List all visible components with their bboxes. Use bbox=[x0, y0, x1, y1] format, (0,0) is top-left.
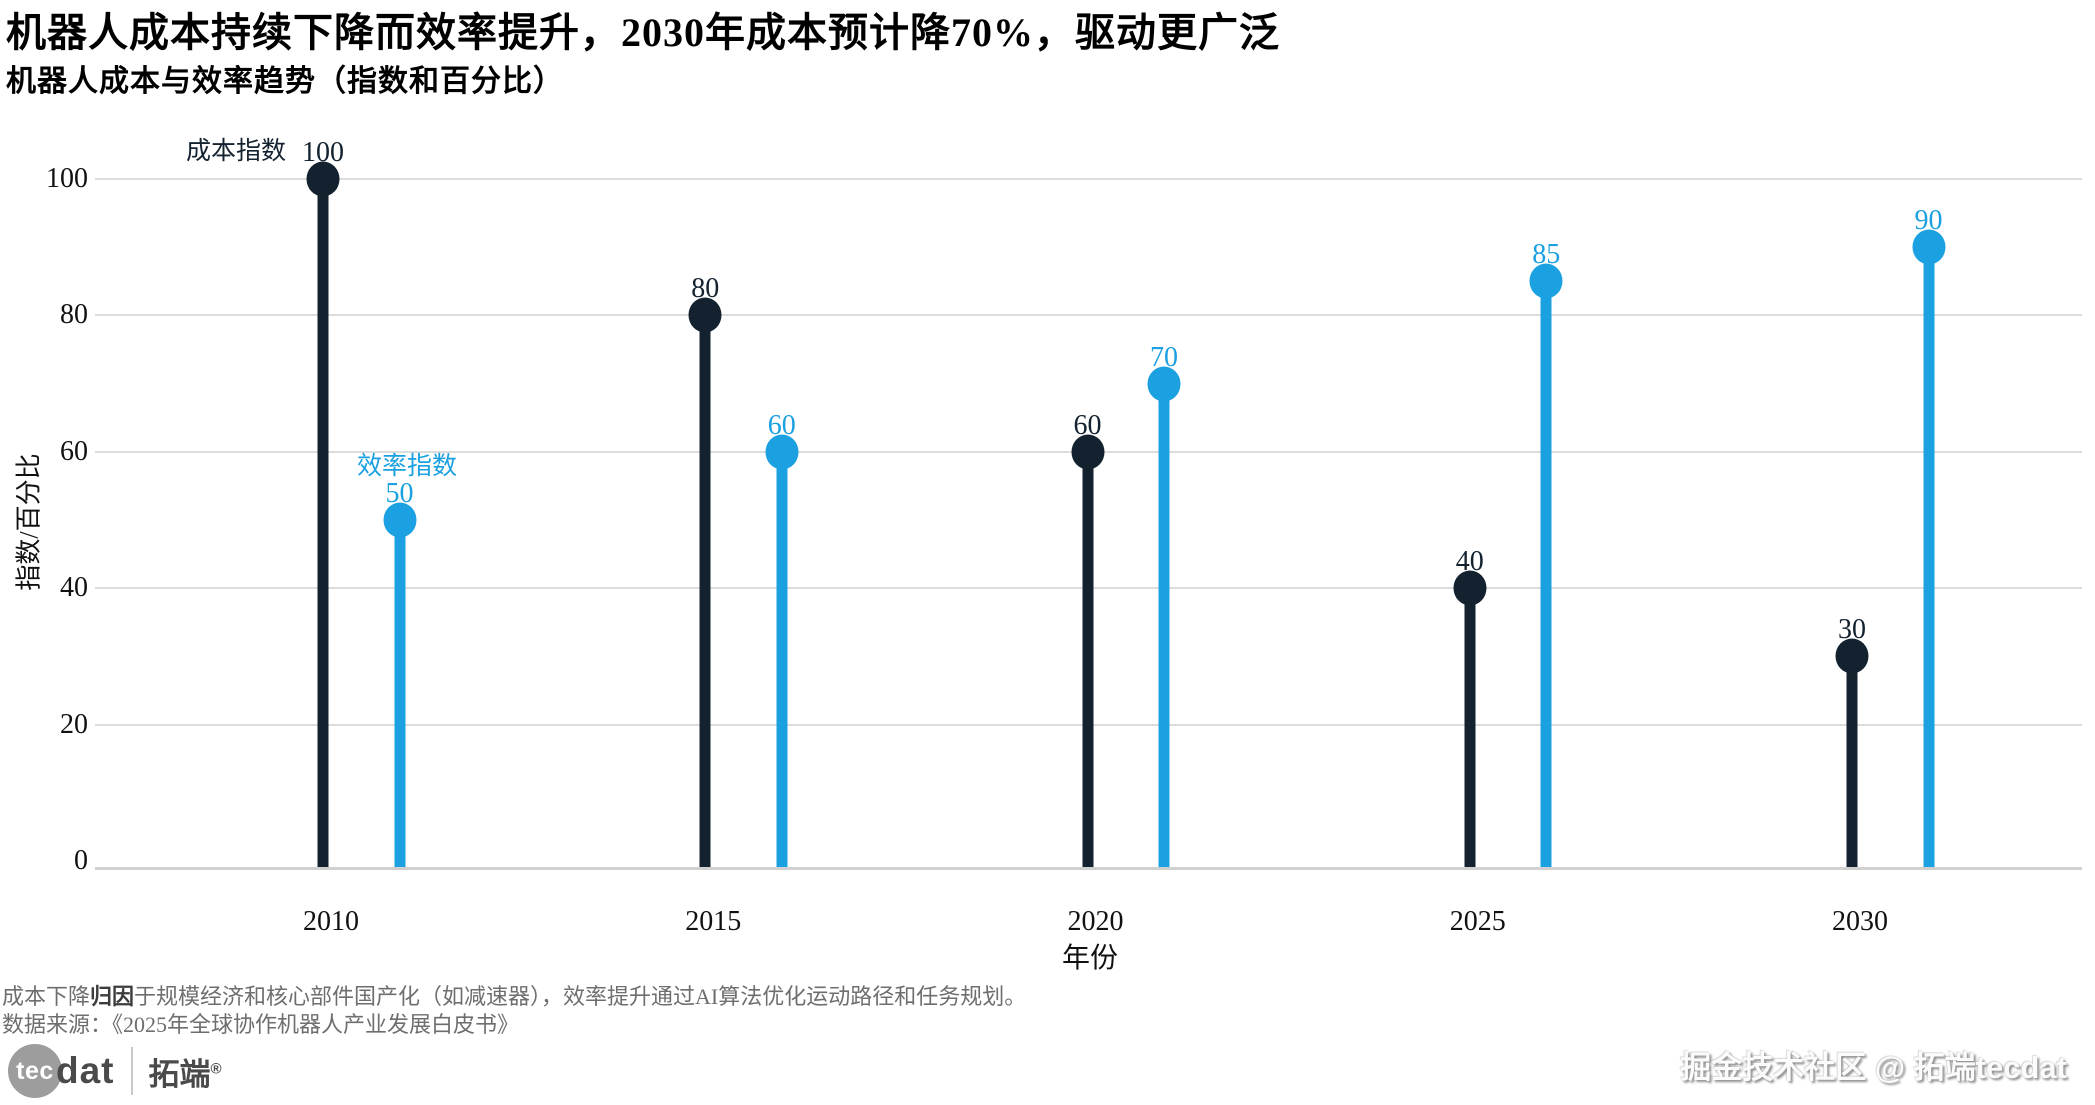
registered-mark: ® bbox=[210, 1060, 222, 1078]
footnote-note-suffix: 于规模经济和核心部件国产化（如减速器），效率提升通过AI算法优化运动路径和任务规… bbox=[134, 984, 1027, 1009]
stem-cost bbox=[317, 179, 329, 867]
footnote-note-bold: 归因 bbox=[90, 984, 135, 1009]
logo-dat-text: dat bbox=[56, 1050, 115, 1091]
dot-efficiency bbox=[1147, 366, 1181, 402]
tecdat-logo: tec dat 拓端® bbox=[8, 1044, 222, 1098]
stem-cost bbox=[1846, 656, 1858, 867]
dot-efficiency bbox=[1529, 263, 1563, 299]
stem-efficiency bbox=[1540, 281, 1552, 867]
footnote-note-prefix: 成本下降 bbox=[2, 984, 91, 1009]
y-axis-title: 指数/百分比 bbox=[14, 453, 44, 591]
dot-cost bbox=[1071, 434, 1104, 470]
dot-efficiency bbox=[1912, 229, 1945, 265]
stem-cost bbox=[699, 315, 711, 867]
stem-efficiency bbox=[1923, 247, 1934, 867]
footnote-note: 成本下降归因于规模经济和核心部件国产化（如减速器），效率提升通过AI算法优化运动… bbox=[2, 979, 1026, 1011]
y-tick-label: 0 bbox=[74, 845, 88, 876]
value-label-efficiency: 60 bbox=[767, 409, 796, 441]
gridline bbox=[95, 178, 2082, 180]
stem-efficiency bbox=[394, 520, 405, 867]
x-axis-line bbox=[95, 867, 2082, 870]
x-axis-title: 年份 bbox=[1061, 943, 1119, 974]
tecdat-logo-circle-icon: tec bbox=[8, 1044, 62, 1098]
value-label-cost: 80 bbox=[691, 273, 720, 305]
stem-cost bbox=[1464, 588, 1476, 867]
dot-efficiency bbox=[765, 434, 799, 470]
dot-cost bbox=[688, 297, 722, 333]
y-tick-label: 40 bbox=[60, 572, 88, 604]
page-title: 机器人成本持续下降而效率提升，2030年成本预计降70%，驱动更广泛 bbox=[6, 10, 1280, 55]
value-label-efficiency: 85 bbox=[1532, 239, 1561, 271]
y-tick-label: 20 bbox=[60, 708, 88, 740]
stem-efficiency bbox=[776, 451, 788, 867]
dot-cost bbox=[306, 161, 340, 197]
value-label-efficiency: 50 bbox=[385, 478, 414, 509]
x-tick-label: 2030 bbox=[1832, 906, 1888, 937]
value-label-cost: 30 bbox=[1838, 614, 1866, 646]
stem-cost bbox=[1082, 451, 1093, 867]
logo-circle-text: tec bbox=[16, 1056, 54, 1085]
footnote-source: 数据来源：《2025年全球协作机器人产业发展白皮书》 bbox=[2, 1012, 520, 1037]
y-tick-label: 80 bbox=[60, 299, 88, 331]
series-label-cost: 成本指数 bbox=[186, 138, 287, 165]
dot-cost bbox=[1453, 570, 1487, 606]
dot-efficiency bbox=[383, 502, 416, 538]
gridline bbox=[95, 314, 2082, 317]
series-label-efficiency: 效率指数 bbox=[357, 453, 458, 480]
chart-subtitle: 机器人成本与效率趋势（指数和百分比） bbox=[6, 65, 564, 98]
x-tick-label: 2010 bbox=[303, 906, 359, 937]
value-label-cost: 60 bbox=[1073, 409, 1102, 441]
y-tick-label: 60 bbox=[60, 435, 88, 467]
x-tick-label: 2020 bbox=[1067, 906, 1124, 937]
watermark-text: 掘金技术社区 @ 拓端tecdat bbox=[1680, 1050, 2067, 1085]
dot-cost bbox=[1835, 638, 1869, 674]
x-tick-label: 2015 bbox=[685, 906, 742, 937]
logo-divider bbox=[130, 1047, 133, 1095]
logo-cjk-text: 拓端® bbox=[148, 1056, 222, 1092]
value-label-cost: 40 bbox=[1455, 546, 1484, 578]
x-tick-label: 2025 bbox=[1449, 906, 1506, 937]
value-label-cost: 100 bbox=[302, 137, 344, 168]
stem-efficiency bbox=[1158, 383, 1170, 867]
value-label-efficiency: 90 bbox=[1914, 205, 1943, 237]
y-tick-label: 100 bbox=[46, 163, 88, 194]
value-label-efficiency: 70 bbox=[1150, 341, 1178, 373]
